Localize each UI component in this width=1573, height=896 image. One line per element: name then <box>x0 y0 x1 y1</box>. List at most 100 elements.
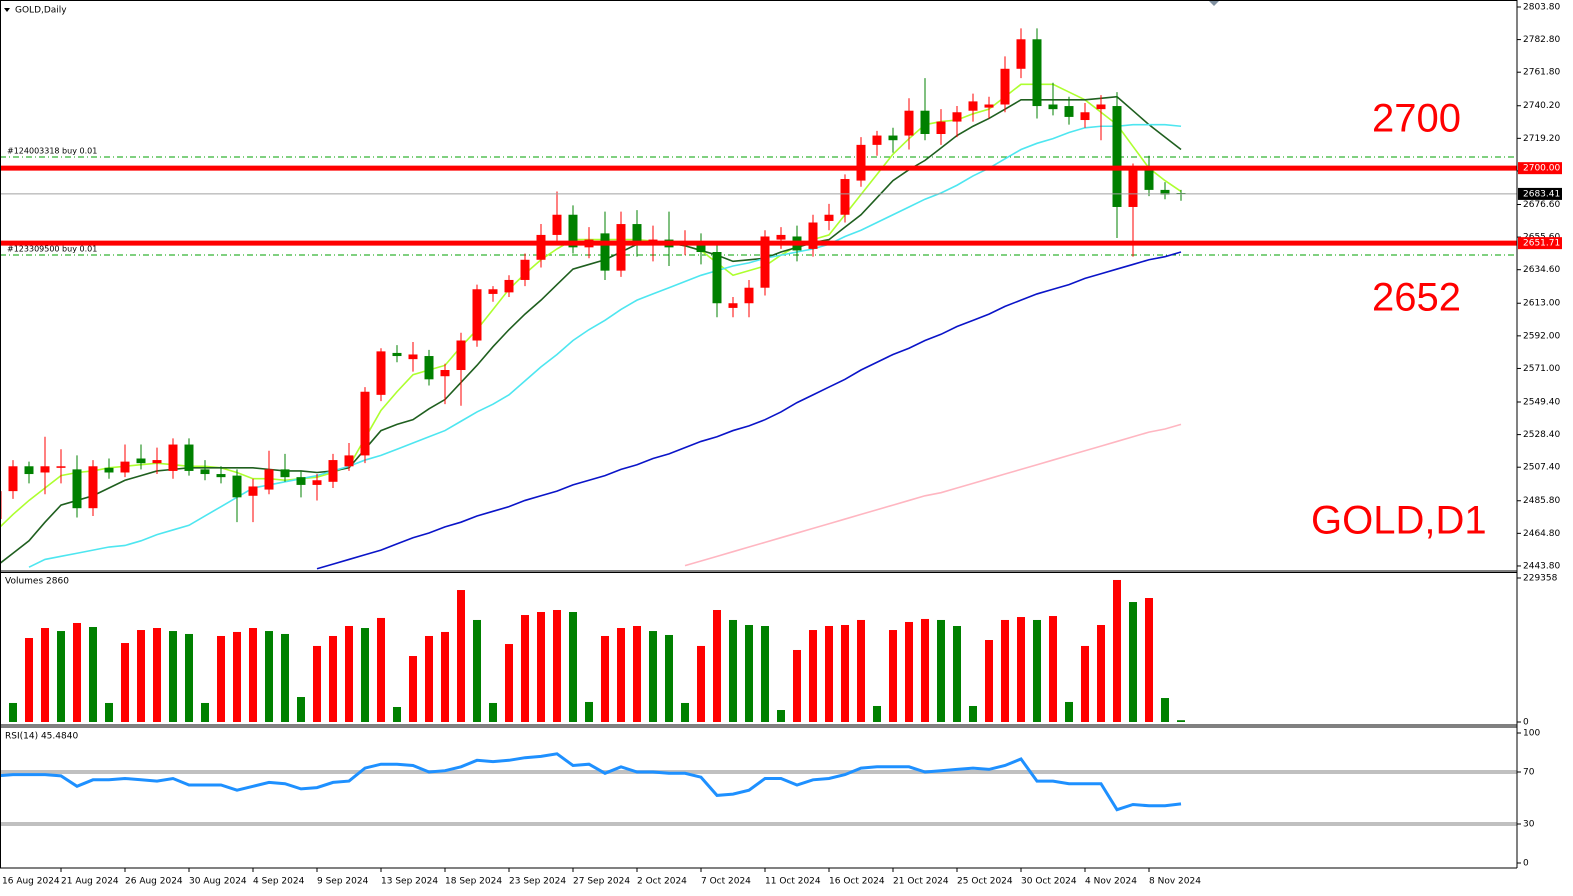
x-tick-label: 16 Oct 2024 <box>829 877 885 887</box>
volume-bar <box>1129 602 1137 722</box>
volume-bar <box>457 590 465 722</box>
volume-bar <box>1145 598 1153 722</box>
volume-bar <box>265 631 273 722</box>
moving-average <box>684 423 1182 567</box>
volume-bar <box>873 705 881 722</box>
volume-bar <box>777 710 785 722</box>
volume-bar <box>985 640 993 722</box>
y-tick-label: 2443.80 <box>1523 561 1560 571</box>
candle-body <box>72 469 82 509</box>
y-tick-label: 2761.80 <box>1523 68 1560 78</box>
candle-body <box>520 259 530 280</box>
x-tick-label: 21 Aug 2024 <box>61 877 119 887</box>
volume-bar <box>489 702 497 722</box>
volume-bar <box>9 702 17 722</box>
volume-bar <box>553 609 561 722</box>
volume-bar <box>569 612 577 722</box>
y-tick-label: 2549.40 <box>1523 397 1560 407</box>
volume-bar <box>1033 619 1041 722</box>
volume-bar <box>537 612 545 722</box>
volume-bar <box>889 630 897 722</box>
candle-body <box>424 356 434 380</box>
volume-bar <box>473 619 481 722</box>
rsi-panel <box>0 752 1517 826</box>
volume-bar <box>25 637 33 722</box>
y-tick-label: 2528.40 <box>1523 430 1560 440</box>
x-tick-label: 30 Oct 2024 <box>1021 877 1077 887</box>
price-box <box>1518 237 1562 250</box>
candle-body <box>408 354 418 360</box>
volume-bar <box>377 617 385 722</box>
candle-body <box>984 104 994 108</box>
volume-bar <box>793 649 801 722</box>
x-tick-label: 30 Aug 2024 <box>189 877 247 887</box>
candle-body <box>264 469 274 490</box>
volume-bar <box>1177 720 1185 722</box>
candle-body <box>248 486 258 496</box>
volume-bar <box>73 622 81 722</box>
shift-marker <box>1209 1 1219 6</box>
candle-body <box>312 480 322 485</box>
candle-body <box>1144 169 1154 190</box>
x-tick-label: 11 Oct 2024 <box>765 877 821 887</box>
volume-bar <box>1065 701 1073 722</box>
volume-bar <box>105 702 113 722</box>
volume-bar <box>185 633 193 722</box>
candle-body <box>24 466 34 475</box>
x-tick-label: 2 Oct 2024 <box>637 877 687 887</box>
volume-title: Volumes 2860 <box>5 577 69 587</box>
order-label: #124003318 buy 0.01 <box>7 146 97 155</box>
volume-bar <box>1113 579 1121 722</box>
volume-bar <box>297 697 305 722</box>
volume-bar <box>345 626 353 722</box>
annotation: 2652 <box>1372 276 1461 320</box>
moving-average <box>0 95 1182 565</box>
price-box <box>1518 187 1562 200</box>
chart-title: GOLD,Daily <box>15 6 67 16</box>
candle-body <box>1000 68 1010 105</box>
candle-body <box>904 110 914 136</box>
candle-body <box>232 475 242 498</box>
candle-body <box>88 466 98 509</box>
volume-bar <box>153 628 161 722</box>
volume-bar <box>313 645 321 722</box>
volume-bar <box>633 626 641 722</box>
volume-bar <box>409 656 417 722</box>
volume-bar <box>825 626 833 722</box>
price-label: 2651.71 <box>1523 239 1560 249</box>
candle-body <box>1064 106 1074 117</box>
y-tick-label: 2571.00 <box>1523 364 1560 374</box>
volume-bar <box>41 628 49 722</box>
volume-bar <box>921 618 929 722</box>
volume-bar <box>1161 698 1169 722</box>
volume-panel <box>0 579 1185 722</box>
volume-bar <box>505 644 513 722</box>
x-tick-label: 21 Oct 2024 <box>893 877 949 887</box>
volume-bar <box>425 635 433 722</box>
volume-bar <box>601 635 609 722</box>
candle-body <box>184 444 194 471</box>
x-tick-label: 23 Sep 2024 <box>509 877 566 887</box>
candle-body <box>56 466 66 468</box>
candle-body <box>968 101 978 111</box>
candle-body <box>40 466 50 473</box>
candle-body <box>1160 189 1170 195</box>
candle-body <box>1096 104 1106 110</box>
y-tick-label: 2464.80 <box>1523 529 1560 539</box>
x-tick-label: 27 Sep 2024 <box>573 877 630 887</box>
y-tick-label: 2719.20 <box>1523 134 1560 144</box>
volume-bar <box>649 631 657 722</box>
y-tick-label: 2485.80 <box>1523 496 1560 506</box>
candle-body <box>1112 106 1122 207</box>
candle-body <box>1032 39 1042 107</box>
volume-bar <box>905 621 913 722</box>
candle-body <box>1016 39 1026 69</box>
volume-bar <box>1017 617 1025 722</box>
y-tick-label: 2782.80 <box>1523 35 1560 45</box>
y-tick-label: 0 <box>1523 859 1529 869</box>
candle-body <box>616 224 626 271</box>
candle-body <box>296 477 306 485</box>
y-tick-label: 100 <box>1523 729 1540 739</box>
y-tick-label: 2592.00 <box>1523 331 1560 341</box>
